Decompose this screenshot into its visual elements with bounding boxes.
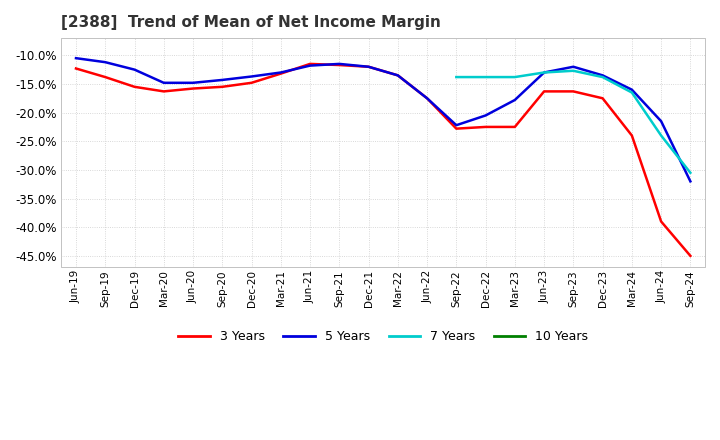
Legend: 3 Years, 5 Years, 7 Years, 10 Years: 3 Years, 5 Years, 7 Years, 10 Years (174, 325, 593, 348)
Text: [2388]  Trend of Mean of Net Income Margin: [2388] Trend of Mean of Net Income Margi… (61, 15, 441, 30)
